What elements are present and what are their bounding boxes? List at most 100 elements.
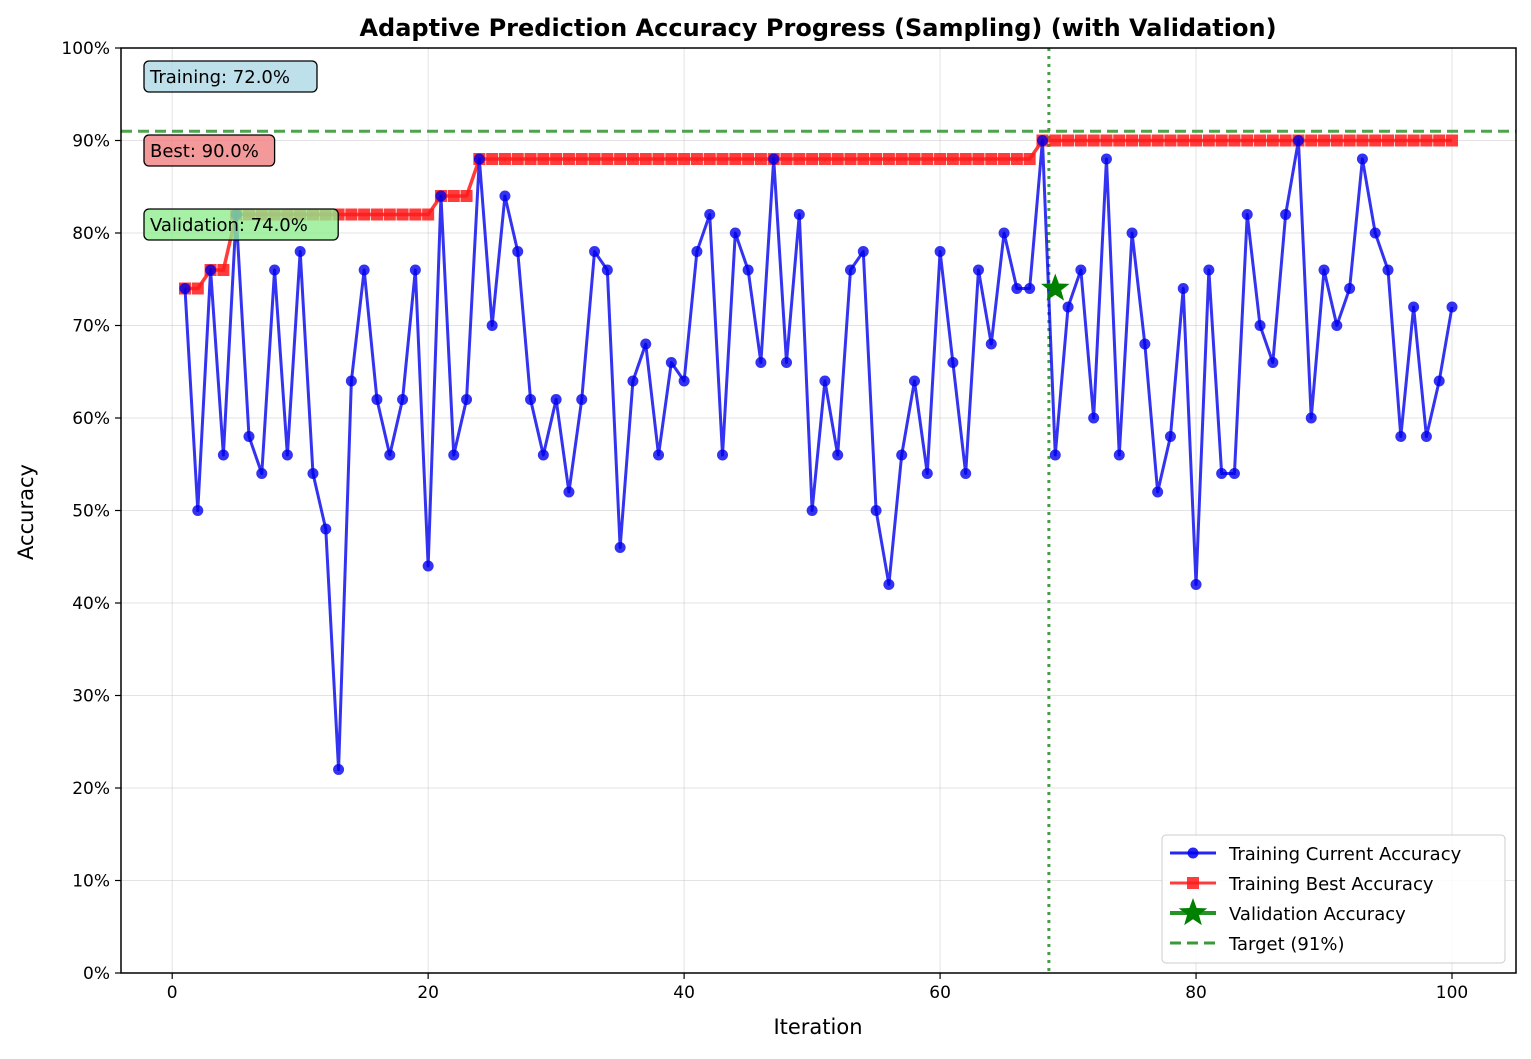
current-accuracy-marker <box>1382 264 1394 276</box>
current-accuracy-marker <box>371 394 383 405</box>
best-accuracy-marker <box>1049 134 1062 147</box>
y-tick-label: 30% <box>72 687 110 707</box>
best-accuracy-marker <box>1062 134 1075 147</box>
current-accuracy-marker <box>934 246 946 257</box>
current-accuracy-marker <box>921 468 933 479</box>
best-accuracy-marker <box>1254 134 1267 147</box>
annotation-text: Best: 90.0% <box>150 141 259 162</box>
current-accuracy-marker <box>844 264 856 276</box>
current-accuracy-marker <box>256 468 268 479</box>
current-accuracy-marker <box>998 227 1010 239</box>
annotation-background <box>143 208 339 241</box>
best-accuracy-marker <box>422 208 435 221</box>
best-accuracy-marker <box>1177 134 1190 147</box>
legend-swatch-star <box>1178 898 1208 926</box>
best-accuracy-marker <box>946 153 959 165</box>
best-accuracy-marker <box>1190 134 1203 147</box>
best-accuracy-marker <box>217 264 230 276</box>
best-accuracy-marker <box>716 153 729 165</box>
best-accuracy-marker <box>191 282 204 295</box>
legend-label: Training Current Accuracy <box>1228 844 1462 865</box>
best-accuracy-marker <box>1126 134 1139 147</box>
x-tick-label: 100 <box>1436 983 1468 1003</box>
best-accuracy-marker <box>1010 153 1023 165</box>
current-accuracy-marker <box>627 375 639 387</box>
current-accuracy-marker <box>806 505 818 516</box>
current-accuracy-marker <box>1049 449 1061 461</box>
current-accuracy-marker <box>1241 209 1253 220</box>
legend-label: Target (91%) <box>1228 934 1344 955</box>
best-accuracy-marker <box>537 153 550 165</box>
current-accuracy-marker <box>1356 153 1368 165</box>
best-accuracy-marker <box>639 153 652 165</box>
best-accuracy-marker <box>690 153 703 165</box>
legend-entry: Target (91%) <box>1170 934 1344 955</box>
best-accuracy-marker <box>1266 134 1279 147</box>
y-axis-label: Accuracy <box>14 464 38 560</box>
best-accuracy-marker <box>729 153 742 165</box>
current-accuracy-marker <box>1075 264 1087 276</box>
current-accuracy-marker <box>192 505 204 516</box>
legend: Training Current Accuracy Training Best A… <box>1161 834 1506 964</box>
y-tick-label: 80% <box>72 224 110 244</box>
best-accuracy-marker <box>345 208 358 221</box>
current-accuracy-marker <box>563 486 575 498</box>
best-accuracy-marker <box>895 153 908 165</box>
current-accuracy-marker <box>717 449 729 461</box>
current-accuracy-marker <box>345 375 357 387</box>
current-accuracy-marker <box>781 357 793 368</box>
best-accuracy-marker <box>1228 134 1241 147</box>
best-accuracy-marker <box>1215 134 1228 147</box>
y-tick-label: 90% <box>72 132 110 152</box>
legend-label: Validation Accuracy <box>1229 904 1406 925</box>
best-accuracy-marker <box>703 153 716 165</box>
best-accuracy-marker <box>921 153 934 165</box>
current-accuracy-marker <box>1062 301 1074 313</box>
current-accuracy-marker <box>473 153 485 165</box>
current-accuracy-marker <box>614 542 626 553</box>
x-axis-label: Iteration <box>773 1015 862 1039</box>
current-accuracy-marker <box>1305 412 1317 424</box>
current-accuracy-marker <box>243 431 255 442</box>
x-tick-label: 40 <box>673 983 695 1003</box>
y-tick-label: 100% <box>61 39 110 59</box>
current-accuracy-marker <box>1164 431 1176 442</box>
current-accuracy-marker <box>461 394 473 405</box>
best-accuracy-marker <box>1369 134 1382 147</box>
annotation-box: Best: 90.0% <box>143 134 276 167</box>
x-tick-label: 0 <box>167 983 178 1003</box>
annotation-box: Validation: 74.0% <box>143 208 339 241</box>
best-accuracy-marker <box>1202 134 1215 147</box>
current-accuracy-marker <box>1408 301 1420 313</box>
current-accuracy-marker <box>1177 283 1189 294</box>
y-tick-label: 10% <box>72 872 110 892</box>
current-accuracy-marker <box>1216 468 1228 479</box>
legend-swatch-square <box>1187 877 1199 889</box>
axes-layer: 0 20 40 60 80 100 0% 10% 20% 30% 40% 50% 60% 70% 80% 90… <box>61 39 1517 1003</box>
best-accuracy-marker <box>1318 134 1331 147</box>
current-accuracy-marker <box>435 190 447 202</box>
current-accuracy-marker <box>1254 320 1266 331</box>
grid-layer <box>121 47 1516 974</box>
best-accuracy-marker <box>793 153 806 165</box>
current-accuracy-marker <box>1152 486 1164 498</box>
current-accuracy-marker <box>883 579 895 590</box>
current-accuracy-marker <box>678 375 690 387</box>
current-accuracy-marker <box>1113 449 1125 461</box>
best-accuracy-marker <box>908 153 921 165</box>
best-accuracy-marker <box>1382 134 1395 147</box>
current-accuracy-marker <box>1420 431 1432 442</box>
current-accuracy-marker <box>1344 283 1356 294</box>
current-accuracy-marker <box>384 449 396 461</box>
current-accuracy-marker <box>691 246 703 257</box>
current-accuracy-marker <box>601 264 613 276</box>
best-accuracy-marker <box>524 153 537 165</box>
best-accuracy-marker <box>1241 134 1254 147</box>
current-accuracy-marker <box>512 246 524 257</box>
current-accuracy-marker <box>1011 283 1023 294</box>
annotation-text: Training: 72.0% <box>149 67 290 88</box>
best-accuracy-marker <box>1394 134 1407 147</box>
current-accuracy-marker <box>320 523 332 535</box>
best-accuracy-marker <box>665 153 678 165</box>
